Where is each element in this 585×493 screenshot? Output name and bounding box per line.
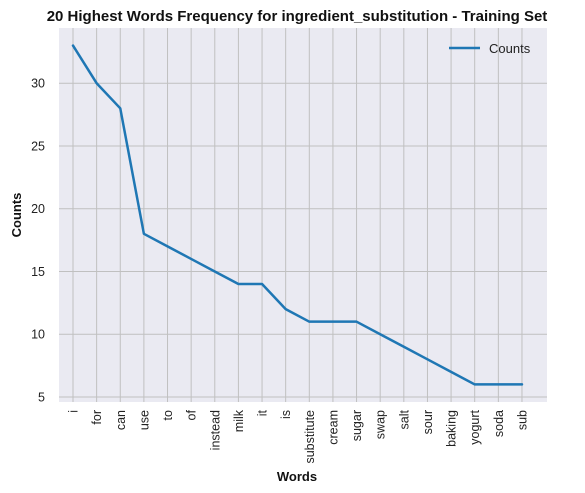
x-tick-label: is (279, 410, 293, 419)
plot-area (59, 28, 547, 402)
series-counts (71, 44, 524, 386)
x-tick-label: to (161, 410, 175, 420)
x-tick-label: it (256, 409, 270, 416)
x-tick-label: salt (397, 409, 411, 429)
x-tick-label: yogurt (468, 409, 482, 444)
x-tick-label: substitute (303, 410, 317, 464)
x-tick-label: cream (326, 410, 340, 445)
x-tick-label: swap (374, 410, 388, 439)
x-tick-label: sugar (350, 410, 364, 441)
x-axis-ticks: i for can use to of instead milk it is substitute c… (67, 409, 530, 463)
x-tick-label: milk (232, 409, 246, 432)
y-axis-ticks: 5 10 15 20 25 30 (31, 77, 45, 405)
x-tick-label: instead (208, 410, 222, 450)
x-tick-label: of (185, 409, 199, 420)
legend: Counts (449, 41, 531, 56)
x-tick-label: sour (421, 410, 435, 434)
x-axis-label: Words (277, 469, 317, 484)
y-tick-label: 25 (31, 139, 45, 153)
x-tick-label: baking (445, 410, 459, 447)
x-tick-label: soda (492, 410, 506, 437)
grid-lines (59, 28, 547, 402)
y-tick-label: 10 (31, 328, 45, 342)
y-tick-label: 5 (38, 390, 45, 404)
y-tick-label: 20 (31, 202, 45, 216)
legend-label-counts: Counts (489, 41, 531, 56)
x-tick-label: for (90, 410, 104, 425)
x-tick-label: can (114, 410, 128, 430)
y-axis-label: Counts (9, 193, 24, 238)
series-line (71, 44, 524, 386)
x-tick-label: i (67, 410, 81, 413)
y-tick-label: 15 (31, 265, 45, 279)
y-tick-label: 30 (31, 77, 45, 91)
x-tick-label: sub (515, 410, 529, 430)
x-tick-label: use (137, 410, 151, 430)
chart-title: 20 Highest Words Frequency for ingredien… (47, 8, 548, 25)
